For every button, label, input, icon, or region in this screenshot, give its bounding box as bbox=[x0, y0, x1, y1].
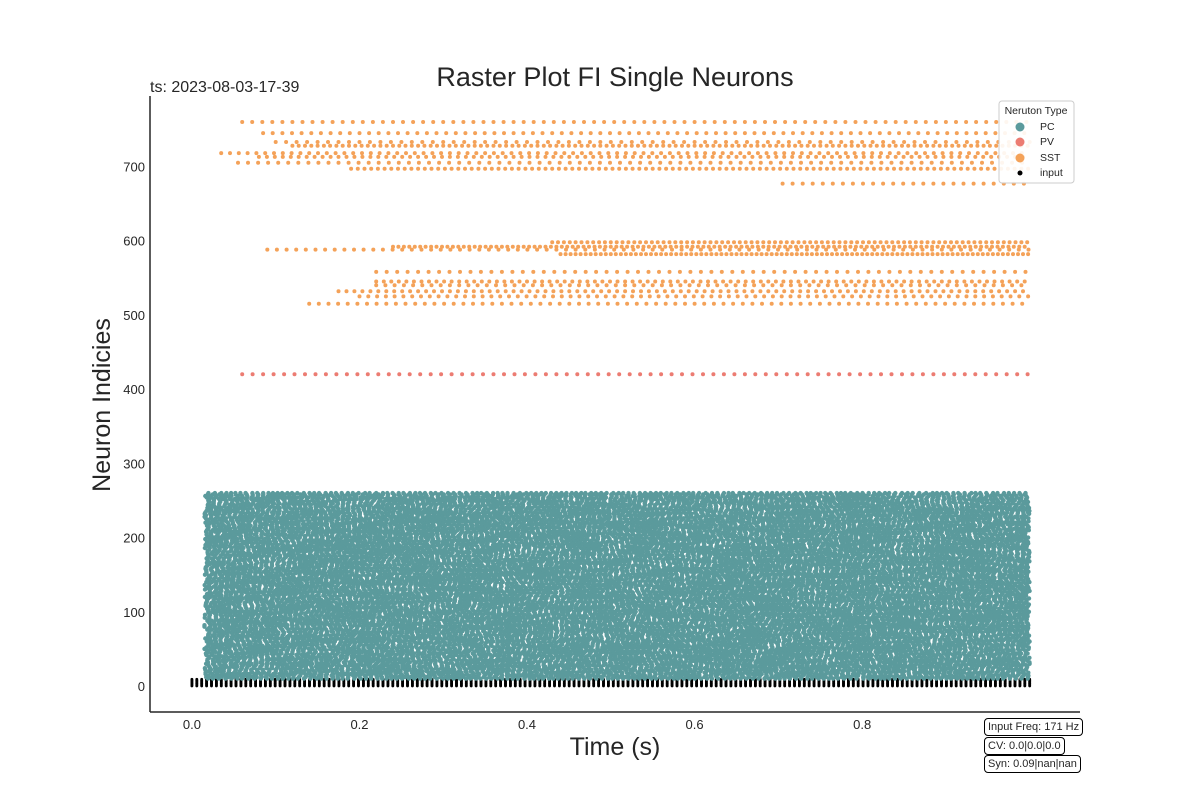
input-spike bbox=[190, 677, 194, 681]
input-spike bbox=[200, 677, 204, 681]
input-spike bbox=[802, 677, 806, 681]
pc-spike bbox=[202, 666, 208, 671]
input-spike bbox=[195, 677, 199, 681]
pc-spike bbox=[1027, 655, 1032, 660]
chart-marks bbox=[190, 120, 1032, 688]
